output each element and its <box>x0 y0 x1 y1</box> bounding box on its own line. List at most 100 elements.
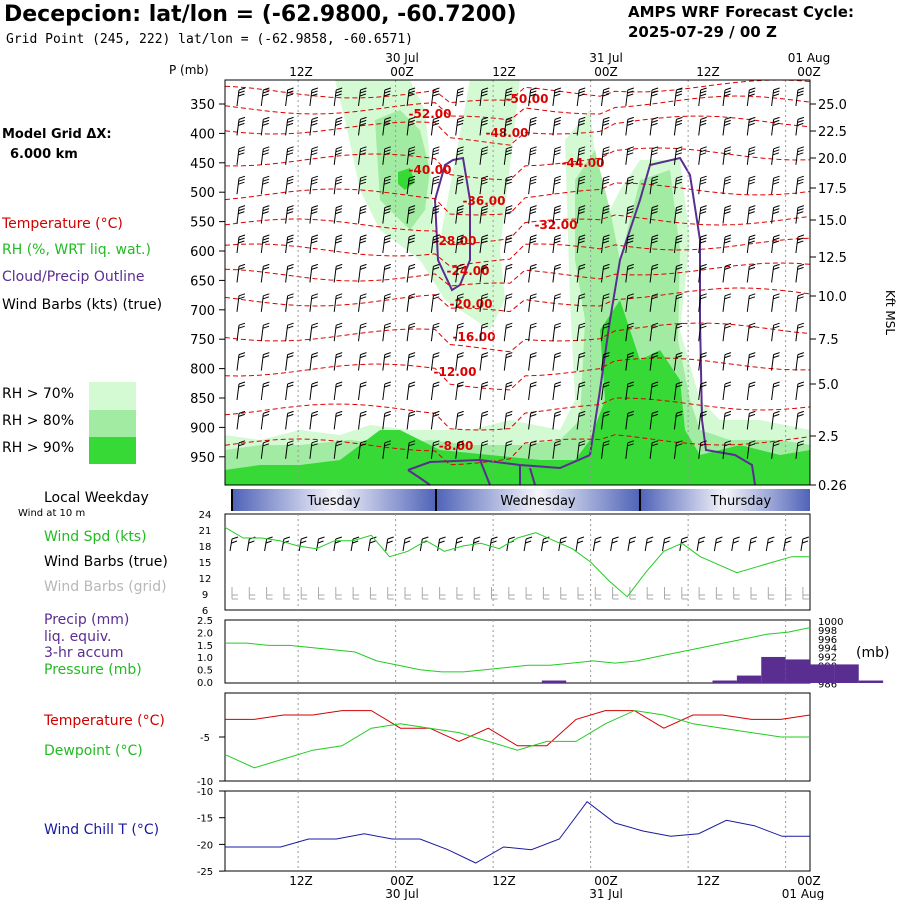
barb-flag <box>698 540 705 544</box>
barb-flag <box>238 234 246 238</box>
barb-flag <box>287 149 294 153</box>
barb-flag <box>560 540 566 544</box>
wind-barb-grid <box>248 587 256 600</box>
barb-flag <box>481 410 489 414</box>
bottom-time-axis: 12Z 00Z 12Z 00Z 12Z 00Z 30 Jul 31 Jul 01… <box>289 874 824 900</box>
barb-flag <box>797 293 805 297</box>
barb-flag <box>505 325 513 329</box>
wind-barb <box>795 293 805 312</box>
barb-flag <box>481 355 488 359</box>
barb-flag <box>676 352 683 356</box>
barb-flag <box>724 325 731 329</box>
wind-barb <box>722 293 732 312</box>
wind-barb <box>601 87 610 107</box>
barb-flag <box>433 410 440 414</box>
barb-staff <box>575 538 579 552</box>
wind-barb <box>601 410 610 430</box>
cycle-line-2: 2025-07-29 / 00 Z <box>628 23 777 41</box>
barb-flag <box>554 122 561 126</box>
barb-flag <box>724 384 731 388</box>
wind-speed-tick-label: 15 <box>199 558 212 569</box>
barb-flag <box>627 93 634 97</box>
barb-flag <box>724 322 732 326</box>
wind-barb <box>285 410 294 430</box>
barb-flag <box>481 90 488 94</box>
wind-barb-grid <box>560 587 567 600</box>
barb-staff <box>229 538 233 552</box>
pressure-line <box>225 627 811 673</box>
height-tick-label: 0.26 <box>818 479 847 494</box>
barb-flag <box>360 90 367 94</box>
barb-flag <box>797 116 805 120</box>
barb-flag <box>629 536 637 540</box>
barb-flag <box>505 237 513 241</box>
wind-barb-true <box>385 536 394 552</box>
wind-barb-grid <box>767 587 775 600</box>
wind-barb <box>698 293 707 312</box>
barb-flag <box>627 266 634 270</box>
wind-barb <box>455 352 464 371</box>
barb-flag <box>773 175 780 179</box>
barb-flag <box>432 122 439 126</box>
wind-barb <box>771 263 780 283</box>
top-hour-label: 00Z <box>797 65 821 79</box>
wind-barb <box>236 381 246 401</box>
barb-flag <box>578 90 586 94</box>
wind-barb <box>722 146 732 165</box>
barb-flag <box>748 152 755 156</box>
barb-flag <box>433 175 440 179</box>
barb-flag <box>481 384 488 388</box>
wind-barb <box>260 322 270 342</box>
pressure-tick-label: 650 <box>190 274 215 289</box>
barb-flag <box>663 540 670 544</box>
barb-flag <box>627 152 634 156</box>
barb-flag <box>797 87 805 91</box>
barb-flag <box>627 234 634 238</box>
pressure-tick-label: 850 <box>190 392 215 407</box>
barb-staff <box>489 538 492 552</box>
wind-barb-true <box>402 536 412 552</box>
barb-flag <box>335 237 343 241</box>
top-date-label: 01 Aug <box>788 51 831 65</box>
wind-speed-tick-label: 6 <box>202 606 208 617</box>
barb-flag <box>384 240 391 244</box>
wind-barb-grid <box>404 587 411 600</box>
temperature-contour <box>224 357 810 391</box>
temperature-contour-labels: -52.00 -50.00 -48.00 -44.00 -40.00 -36.00 -32.… <box>409 92 605 453</box>
wind-barb <box>236 352 246 371</box>
barb-flag <box>773 263 780 267</box>
height-tick-label: 20.0 <box>818 152 847 167</box>
barb-flag <box>238 296 245 300</box>
wind-barb <box>771 116 780 136</box>
wind-barb-grid <box>594 587 602 600</box>
barb-flag <box>433 263 440 267</box>
barb-flag <box>676 440 683 444</box>
barb-flag <box>481 381 489 385</box>
barb-staff <box>298 538 302 552</box>
wind-barbs-legend: Wind Barbs (kts) (true) <box>2 297 163 313</box>
barb-flag <box>627 440 634 444</box>
wind-barb <box>673 146 683 165</box>
wind-barb <box>673 116 683 136</box>
barb-flag <box>287 87 294 91</box>
barb-flag <box>408 413 415 417</box>
precip-tick-label: 2.5 <box>197 616 213 627</box>
wind-barb <box>503 205 513 224</box>
barb-flag <box>287 234 294 238</box>
wind-barb <box>503 440 513 459</box>
barb-flag <box>287 237 294 241</box>
barb-staff <box>402 538 406 552</box>
wind-barb-true <box>662 536 671 552</box>
barb-flag <box>262 240 269 244</box>
barb-flag <box>627 149 634 153</box>
wind-barbs-grid <box>231 587 809 600</box>
barb-flag <box>530 175 537 179</box>
barb-flag <box>360 175 367 179</box>
barb-flag <box>408 384 415 388</box>
barb-flag <box>529 93 537 97</box>
wind-barb <box>576 381 586 401</box>
wind-barb <box>795 234 805 254</box>
precip-bar <box>858 680 884 683</box>
barb-flag <box>797 263 805 267</box>
barb-flag <box>797 322 805 326</box>
